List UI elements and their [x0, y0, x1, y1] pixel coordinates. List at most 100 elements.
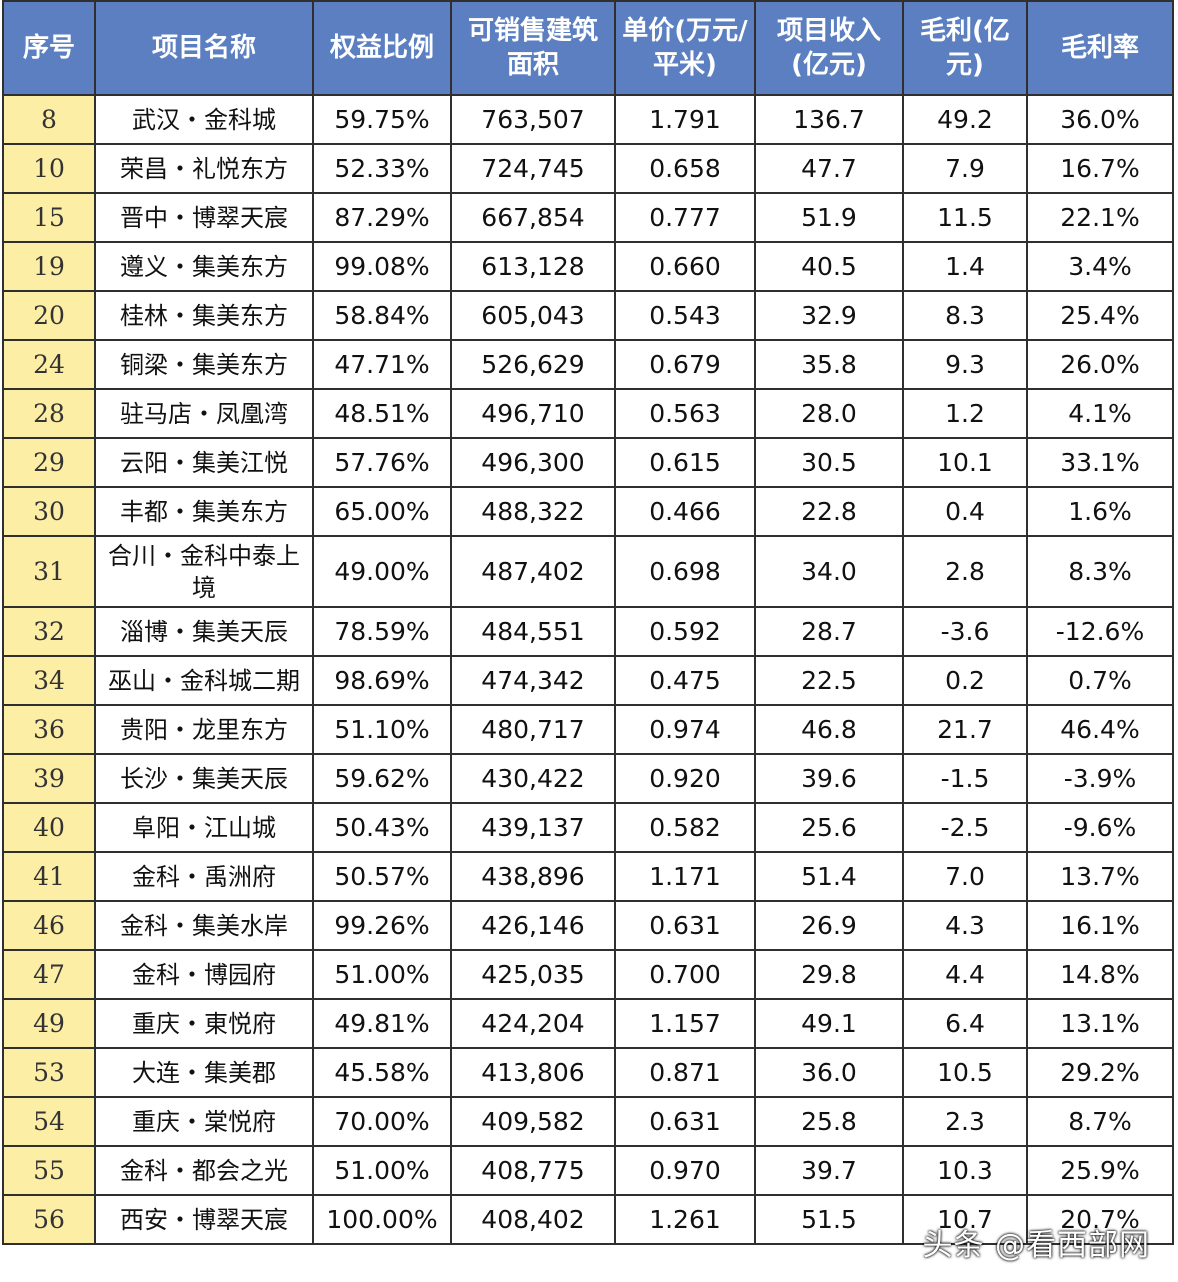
cell-unit-price: 0.466 [614, 486, 756, 537]
cell-unit-price: 0.592 [614, 606, 756, 657]
cell-index: 40 [2, 802, 96, 853]
table-row: 31 合川・金科中泰上境 49.00% 487,402 0.698 34.0 2.8 8.3% [2, 535, 1174, 608]
table-row: 10 荣昌・礼悦东方 52.33% 724,745 0.658 47.7 7.9 16.7% [2, 143, 1174, 194]
cell-revenue: 39.6 [754, 753, 904, 804]
cell-unit-price: 0.679 [614, 339, 756, 390]
cell-equity-ratio: 50.57% [312, 851, 452, 902]
table-row: 29 云阳・集美江悦 57.76% 496,300 0.615 30.5 10.1 33.1% [2, 437, 1174, 488]
cell-gross-profit: 2.8 [902, 535, 1028, 608]
cell-project-name: 重庆・棠悦府 [94, 1096, 314, 1147]
cell-saleable-area: 413,806 [450, 1047, 616, 1098]
cell-index: 24 [2, 339, 96, 390]
cell-equity-ratio: 52.33% [312, 143, 452, 194]
cell-saleable-area: 487,402 [450, 535, 616, 608]
cell-gross-profit: 11.5 [902, 192, 1028, 243]
cell-index: 53 [2, 1047, 96, 1098]
cell-saleable-area: 613,128 [450, 241, 616, 292]
cell-saleable-area: 474,342 [450, 655, 616, 706]
cell-gross-profit: 4.4 [902, 949, 1028, 1000]
table-row: 56 西安・博翠天宸 100.00% 408,402 1.261 51.5 10.7 20.7… [2, 1194, 1174, 1245]
cell-index: 46 [2, 900, 96, 951]
cell-equity-ratio: 58.84% [312, 290, 452, 341]
cell-gross-margin: 3.4% [1026, 241, 1174, 292]
cell-saleable-area: 526,629 [450, 339, 616, 390]
cell-unit-price: 0.582 [614, 802, 756, 853]
cell-revenue: 46.8 [754, 704, 904, 755]
table-row: 8 武汉・金科城 59.75% 763,507 1.791 136.7 49.2 36.0% [2, 94, 1174, 145]
cell-index: 32 [2, 606, 96, 657]
cell-revenue: 25.6 [754, 802, 904, 853]
cell-gross-margin: 1.6% [1026, 486, 1174, 537]
cell-revenue: 22.8 [754, 486, 904, 537]
cell-project-name: 大连・集美郡 [94, 1047, 314, 1098]
cell-unit-price: 0.700 [614, 949, 756, 1000]
cell-gross-margin: -3.9% [1026, 753, 1174, 804]
cell-gross-profit: -2.5 [902, 802, 1028, 853]
cell-gross-margin: 16.1% [1026, 900, 1174, 951]
cell-index: 20 [2, 290, 96, 341]
cell-unit-price: 1.157 [614, 998, 756, 1049]
table-row: 54 重庆・棠悦府 70.00% 409,582 0.631 25.8 2.3 8.7% [2, 1096, 1174, 1147]
cell-index: 56 [2, 1194, 96, 1245]
cell-equity-ratio: 98.69% [312, 655, 452, 706]
cell-project-name: 晋中・博翠天宸 [94, 192, 314, 243]
cell-gross-profit: -1.5 [902, 753, 1028, 804]
cell-gross-margin: 8.7% [1026, 1096, 1174, 1147]
cell-saleable-area: 439,137 [450, 802, 616, 853]
cell-gross-profit: 49.2 [902, 94, 1028, 145]
cell-unit-price: 0.920 [614, 753, 756, 804]
cell-project-name: 西安・博翠天宸 [94, 1194, 314, 1245]
cell-project-name: 云阳・集美江悦 [94, 437, 314, 488]
cell-unit-price: 0.660 [614, 241, 756, 292]
cell-saleable-area: 605,043 [450, 290, 616, 341]
table-row: 39 长沙・集美天辰 59.62% 430,422 0.920 39.6 -1.5 -3.9% [2, 753, 1174, 804]
cell-gross-margin: 25.9% [1026, 1145, 1174, 1196]
cell-revenue: 47.7 [754, 143, 904, 194]
cell-revenue: 28.0 [754, 388, 904, 439]
cell-revenue: 22.5 [754, 655, 904, 706]
cell-index: 36 [2, 704, 96, 755]
cell-index: 28 [2, 388, 96, 439]
cell-saleable-area: 484,551 [450, 606, 616, 657]
cell-gross-margin: 36.0% [1026, 94, 1174, 145]
cell-equity-ratio: 100.00% [312, 1194, 452, 1245]
cell-equity-ratio: 59.75% [312, 94, 452, 145]
cell-gross-margin: 14.8% [1026, 949, 1174, 1000]
header-equity-ratio: 权益比例 [312, 0, 452, 96]
cell-gross-profit: 10.7 [902, 1194, 1028, 1245]
cell-saleable-area: 724,745 [450, 143, 616, 194]
cell-unit-price: 0.631 [614, 900, 756, 951]
header-gross-margin: 毛利率 [1026, 0, 1174, 96]
cell-unit-price: 0.475 [614, 655, 756, 706]
cell-equity-ratio: 50.43% [312, 802, 452, 853]
cell-gross-profit: 1.2 [902, 388, 1028, 439]
cell-equity-ratio: 49.81% [312, 998, 452, 1049]
header-index: 序号 [2, 0, 96, 96]
header-row: 序号 项目名称 权益比例 可销售建筑面积 单价(万元/平米) 项目收入(亿元) … [2, 0, 1174, 96]
cell-unit-price: 1.171 [614, 851, 756, 902]
cell-saleable-area: 763,507 [450, 94, 616, 145]
table-row: 20 桂林・集美东方 58.84% 605,043 0.543 32.9 8.3 25.4% [2, 290, 1174, 341]
cell-index: 30 [2, 486, 96, 537]
cell-gross-profit: 6.4 [902, 998, 1028, 1049]
cell-saleable-area: 438,896 [450, 851, 616, 902]
cell-saleable-area: 408,775 [450, 1145, 616, 1196]
cell-gross-margin: 16.7% [1026, 143, 1174, 194]
cell-revenue: 30.5 [754, 437, 904, 488]
cell-saleable-area: 408,402 [450, 1194, 616, 1245]
cell-saleable-area: 496,710 [450, 388, 616, 439]
header-gross-profit: 毛利(亿元) [902, 0, 1028, 96]
cell-gross-margin: 0.7% [1026, 655, 1174, 706]
cell-equity-ratio: 70.00% [312, 1096, 452, 1147]
cell-saleable-area: 480,717 [450, 704, 616, 755]
cell-gross-profit: 10.1 [902, 437, 1028, 488]
cell-gross-margin: -12.6% [1026, 606, 1174, 657]
table-row: 40 阜阳・江山城 50.43% 439,137 0.582 25.6 -2.5 -9.6% [2, 802, 1174, 853]
cell-revenue: 34.0 [754, 535, 904, 608]
cell-unit-price: 1.261 [614, 1194, 756, 1245]
table-row: 36 贵阳・龙里东方 51.10% 480,717 0.974 46.8 21.7 46.4% [2, 704, 1174, 755]
table-row: 34 巫山・金科城二期 98.69% 474,342 0.475 22.5 0.2 0.7% [2, 655, 1174, 706]
cell-equity-ratio: 45.58% [312, 1047, 452, 1098]
cell-revenue: 136.7 [754, 94, 904, 145]
cell-gross-profit: 4.3 [902, 900, 1028, 951]
